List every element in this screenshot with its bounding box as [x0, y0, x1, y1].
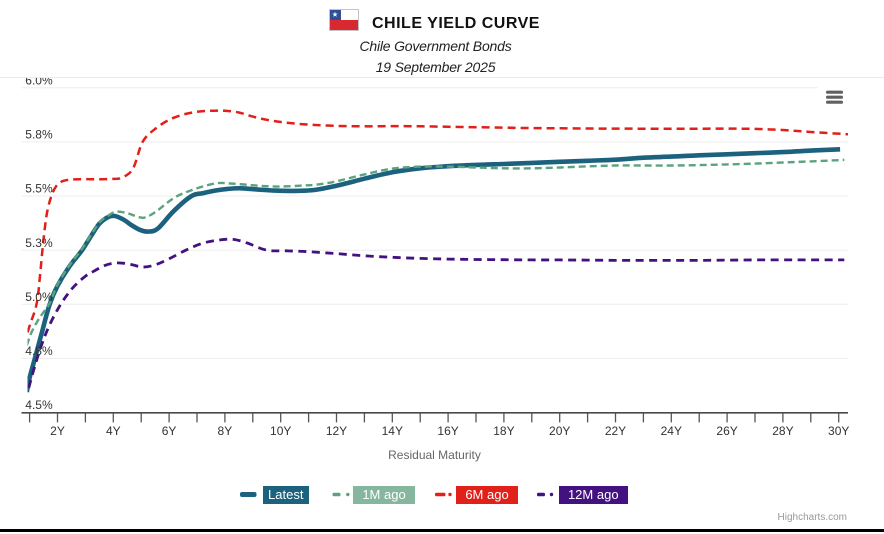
- svg-text:18Y: 18Y: [493, 424, 514, 438]
- svg-text:4.8%: 4.8%: [25, 344, 53, 358]
- svg-text:20Y: 20Y: [549, 424, 570, 438]
- svg-text:8Y: 8Y: [218, 424, 233, 438]
- svg-text:Highcharts.com: Highcharts.com: [778, 512, 847, 523]
- svg-text:5.5%: 5.5%: [25, 182, 53, 196]
- svg-text:2Y: 2Y: [50, 424, 65, 438]
- svg-text:Residual Maturity: Residual Maturity: [388, 448, 481, 462]
- svg-text:4.5%: 4.5%: [25, 398, 53, 412]
- svg-text:5.8%: 5.8%: [25, 128, 53, 142]
- svg-text:12Y: 12Y: [326, 424, 347, 438]
- svg-text:4Y: 4Y: [106, 424, 121, 438]
- svg-text:26Y: 26Y: [716, 424, 737, 438]
- svg-text:30Y: 30Y: [828, 424, 849, 438]
- svg-text:5.3%: 5.3%: [25, 236, 53, 250]
- svg-text:28Y: 28Y: [772, 424, 793, 438]
- svg-text:5.0%: 5.0%: [25, 290, 53, 304]
- svg-text:16Y: 16Y: [437, 424, 458, 438]
- svg-text:6Y: 6Y: [162, 424, 177, 438]
- svg-text:10Y: 10Y: [270, 424, 291, 438]
- svg-text:24Y: 24Y: [661, 424, 682, 438]
- svg-text:14Y: 14Y: [382, 424, 403, 438]
- svg-text:22Y: 22Y: [605, 424, 626, 438]
